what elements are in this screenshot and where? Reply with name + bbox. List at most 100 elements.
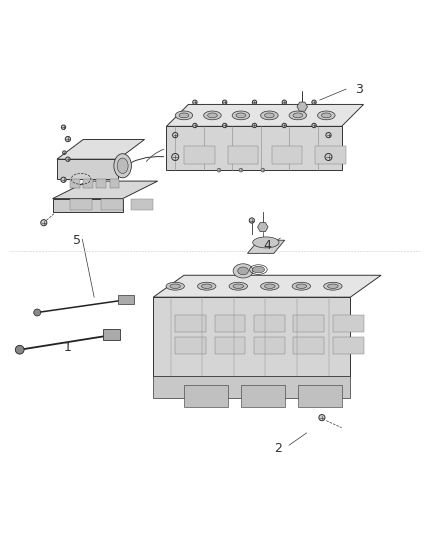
Ellipse shape [201, 284, 212, 288]
Circle shape [61, 177, 66, 182]
Ellipse shape [293, 113, 303, 118]
Ellipse shape [179, 113, 189, 118]
Circle shape [326, 133, 331, 138]
Ellipse shape [175, 111, 193, 120]
Circle shape [223, 100, 227, 104]
Circle shape [63, 151, 66, 155]
Circle shape [34, 309, 41, 316]
Text: 3: 3 [355, 83, 363, 95]
Bar [110, 179, 119, 188]
Bar [175, 336, 206, 354]
Circle shape [312, 100, 316, 104]
Circle shape [217, 168, 221, 172]
Polygon shape [57, 140, 145, 159]
Bar [175, 314, 206, 332]
Ellipse shape [252, 266, 265, 273]
Circle shape [41, 220, 47, 226]
Bar [103, 329, 120, 340]
Ellipse shape [238, 267, 248, 274]
Circle shape [261, 168, 265, 172]
Bar [118, 295, 134, 304]
Bar [293, 336, 324, 354]
Ellipse shape [321, 113, 331, 118]
Bar [228, 146, 258, 164]
Bar [101, 199, 123, 209]
Polygon shape [258, 223, 268, 232]
Polygon shape [153, 275, 381, 297]
Bar [241, 385, 285, 407]
Polygon shape [57, 159, 118, 179]
Text: 5: 5 [73, 233, 81, 247]
Bar [333, 336, 364, 354]
Bar [131, 199, 153, 209]
Bar [83, 179, 93, 188]
Circle shape [239, 168, 243, 172]
Bar [333, 314, 364, 332]
Circle shape [282, 100, 286, 104]
Circle shape [249, 218, 254, 223]
Ellipse shape [166, 282, 184, 290]
Bar [184, 385, 228, 407]
Ellipse shape [170, 284, 180, 288]
Ellipse shape [265, 113, 274, 118]
Circle shape [252, 100, 257, 104]
Ellipse shape [198, 282, 216, 290]
Polygon shape [153, 297, 350, 376]
Circle shape [312, 123, 316, 128]
Circle shape [172, 154, 179, 160]
Ellipse shape [236, 113, 246, 118]
Polygon shape [53, 199, 123, 212]
Circle shape [193, 100, 197, 104]
Circle shape [223, 123, 227, 128]
Polygon shape [166, 104, 364, 126]
Ellipse shape [229, 282, 247, 290]
Ellipse shape [233, 284, 244, 288]
Circle shape [65, 136, 71, 142]
Ellipse shape [233, 264, 253, 278]
Ellipse shape [261, 282, 279, 290]
Bar [215, 314, 245, 332]
Ellipse shape [261, 111, 278, 120]
Bar [272, 146, 302, 164]
Bar [254, 314, 285, 332]
Ellipse shape [253, 237, 279, 248]
Polygon shape [153, 376, 350, 398]
Bar [254, 336, 285, 354]
Text: 1: 1 [64, 341, 72, 354]
Ellipse shape [114, 154, 131, 178]
Circle shape [319, 415, 325, 421]
Bar [315, 146, 346, 164]
Ellipse shape [265, 284, 275, 288]
Ellipse shape [296, 284, 307, 288]
Polygon shape [297, 102, 307, 111]
Ellipse shape [328, 284, 338, 288]
Bar [70, 179, 80, 188]
Bar [184, 146, 215, 164]
Circle shape [66, 157, 70, 161]
Ellipse shape [324, 282, 342, 290]
Circle shape [325, 154, 332, 160]
Polygon shape [166, 126, 342, 170]
Circle shape [193, 123, 197, 128]
Ellipse shape [292, 282, 311, 290]
Circle shape [282, 123, 286, 128]
Ellipse shape [289, 111, 307, 120]
Polygon shape [247, 240, 285, 253]
Polygon shape [53, 181, 158, 199]
Bar [96, 179, 106, 188]
Ellipse shape [117, 158, 128, 173]
Ellipse shape [208, 113, 217, 118]
Circle shape [252, 123, 257, 128]
Circle shape [61, 125, 66, 130]
Text: 2: 2 [274, 442, 282, 455]
Bar [293, 314, 324, 332]
Ellipse shape [318, 111, 335, 120]
Circle shape [173, 133, 178, 138]
Text: 4: 4 [263, 239, 271, 252]
Bar [70, 199, 92, 209]
Circle shape [15, 345, 24, 354]
Bar [298, 385, 342, 407]
Bar [215, 336, 245, 354]
Ellipse shape [232, 111, 250, 120]
Ellipse shape [204, 111, 221, 120]
